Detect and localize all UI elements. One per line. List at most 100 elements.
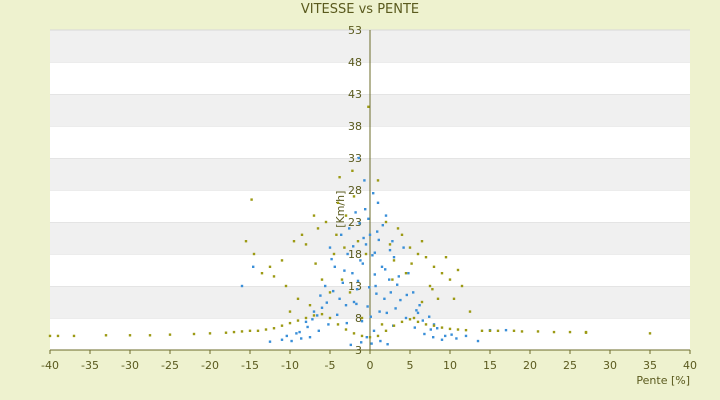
y-tick-label: 13: [348, 280, 362, 293]
data-point-blue: [312, 310, 316, 313]
x-tick-label: 20: [523, 359, 537, 372]
data-point-blue: [378, 310, 381, 313]
data-point-blue: [368, 286, 371, 289]
data-point-olive: [336, 323, 340, 326]
data-point-olive: [348, 291, 352, 294]
data-point-olive: [280, 259, 284, 262]
data-point-blue: [391, 240, 394, 243]
data-point-olive: [367, 105, 370, 108]
data-point-blue: [416, 311, 420, 315]
y-tick-label: 28: [348, 184, 362, 197]
x-tick-label: -30: [121, 359, 139, 372]
data-point-olive: [332, 252, 336, 256]
data-point-olive: [320, 278, 324, 281]
data-point-olive: [240, 330, 244, 333]
data-point-blue: [375, 292, 378, 295]
data-point-olive: [264, 328, 268, 331]
data-point-blue: [268, 340, 272, 343]
data-point-olive: [360, 316, 364, 320]
data-point-blue: [324, 284, 327, 288]
data-point-olive: [288, 310, 292, 313]
data-point-blue: [345, 321, 348, 325]
data-point-olive: [304, 316, 308, 320]
data-point-olive: [296, 319, 300, 322]
data-point-blue: [399, 298, 402, 302]
data-point-olive: [384, 220, 388, 224]
data-point-blue: [394, 307, 397, 310]
y-tick-label: 53: [348, 24, 362, 37]
data-point-olive: [496, 329, 500, 332]
data-point-olive: [232, 330, 236, 334]
data-point-blue: [432, 323, 436, 326]
data-point-blue: [388, 278, 391, 281]
data-point-olive: [308, 304, 312, 307]
data-point-olive: [432, 265, 436, 268]
data-point-olive: [328, 291, 332, 294]
data-point-blue: [317, 329, 320, 332]
data-point-blue: [280, 338, 284, 341]
data-point-blue: [240, 284, 244, 288]
data-point-olive: [480, 329, 484, 332]
data-point-olive: [400, 320, 404, 324]
data-point-blue: [328, 246, 332, 249]
data-point-olive: [420, 300, 424, 304]
x-tick-label: -25: [161, 359, 179, 372]
data-point-olive: [250, 198, 253, 201]
data-point-olive: [648, 332, 652, 335]
data-point-blue: [412, 291, 415, 294]
data-point-olive: [412, 316, 416, 320]
data-point-olive: [456, 268, 460, 272]
data-point-olive: [424, 323, 428, 326]
data-point-olive: [148, 334, 152, 337]
data-point-olive: [392, 324, 396, 327]
data-point-olive: [428, 284, 432, 288]
data-point-blue: [368, 233, 372, 236]
y-axis-label: [Km/h]: [334, 191, 347, 228]
data-point-blue: [304, 320, 308, 324]
data-point-blue: [384, 268, 387, 271]
data-point-olive: [300, 233, 304, 236]
data-point-blue: [285, 334, 288, 338]
data-point-blue: [388, 248, 392, 252]
data-point-blue: [396, 283, 399, 286]
data-point-blue: [366, 305, 369, 308]
data-point-blue: [429, 328, 432, 331]
data-point-olive: [192, 332, 196, 336]
data-point-blue: [376, 230, 379, 233]
data-point-olive: [431, 288, 434, 291]
data-point-blue: [357, 156, 360, 160]
data-point-olive: [391, 278, 394, 281]
data-point-blue: [428, 315, 431, 318]
data-point-olive: [288, 321, 292, 325]
x-tick-label: -20: [201, 359, 219, 372]
data-point-blue: [476, 339, 480, 343]
y-tick-label: 43: [348, 88, 362, 101]
data-point-blue: [402, 246, 405, 249]
data-point-blue: [308, 336, 312, 339]
data-point-olive: [404, 272, 408, 275]
data-point-blue: [332, 289, 335, 293]
data-point-blue: [432, 336, 435, 339]
data-point-blue: [404, 316, 408, 320]
data-point-olive: [351, 169, 354, 172]
data-point-olive: [280, 324, 284, 327]
data-point-olive: [536, 330, 540, 333]
data-point-blue: [348, 227, 351, 230]
data-point-blue: [376, 201, 380, 204]
data-point-blue: [365, 336, 368, 339]
y-tick-label: 3: [355, 344, 362, 357]
data-point-blue: [361, 262, 364, 265]
data-point-blue: [377, 238, 380, 242]
data-point-blue: [341, 281, 344, 284]
data-point-blue: [343, 269, 346, 272]
data-point-blue: [371, 254, 374, 257]
data-point-olive: [260, 272, 264, 275]
data-point-blue: [358, 222, 361, 225]
data-point-blue: [374, 284, 377, 288]
data-point-olive: [324, 220, 328, 224]
data-point-blue: [373, 251, 376, 254]
data-point-olive: [440, 326, 444, 329]
data-point-olive: [344, 214, 348, 217]
data-point-olive: [444, 256, 448, 259]
y-tick-label: 18: [348, 248, 362, 261]
